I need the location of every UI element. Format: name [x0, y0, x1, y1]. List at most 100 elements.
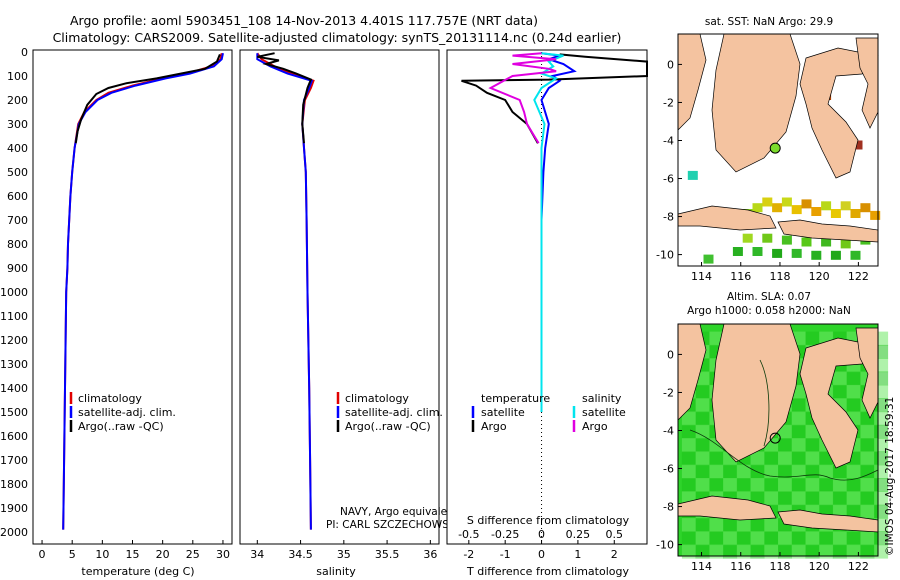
sla-cell — [819, 544, 834, 559]
sst-cell — [732, 247, 743, 256]
sla-land — [677, 323, 879, 533]
legend-label-clim: climatology — [78, 392, 142, 405]
sla-cell — [681, 464, 696, 479]
sla-cell — [723, 544, 738, 559]
sla-cell — [723, 518, 738, 532]
title-line-1: Argo profile: aoml 5903451_108 14-Nov-20… — [70, 13, 538, 28]
sla-cell — [681, 478, 696, 492]
map-x-tick-label: 120 — [809, 560, 830, 573]
map-y-tick-label: -4 — [663, 424, 674, 437]
salinity-axes-box — [239, 49, 440, 545]
sst-cell — [840, 239, 851, 249]
sla-cell — [723, 531, 738, 546]
sst-map-ticks: 114 116 118 120 122 0 -2 -4 -6 -8 -10 — [656, 58, 869, 283]
legend-label-argo: Argo(..raw -QC) — [78, 420, 164, 433]
sst-cell — [821, 201, 832, 211]
x-tick-label: 30 — [216, 548, 230, 561]
map-y-tick-label: -2 — [663, 386, 674, 399]
sla-cell — [791, 451, 806, 466]
legend-temperature-header: temperature — [481, 392, 550, 405]
series-line-salinity-satellite — [533, 52, 564, 412]
sst-cell — [703, 254, 714, 264]
argo-position-marker — [769, 432, 781, 444]
legend-label-t-sat: satellite — [481, 406, 525, 419]
sla-cell — [681, 424, 696, 439]
legend-label-clim: climatology — [345, 392, 409, 405]
legend-label-sat: satellite-adj. clim. — [345, 406, 443, 419]
sla-cell — [695, 438, 710, 453]
sst-cell — [852, 140, 863, 150]
sla-cell — [709, 478, 724, 492]
sla-cell — [791, 478, 806, 492]
series-line-salinity-argo — [488, 52, 557, 144]
sla-cell — [750, 544, 765, 559]
depth-tick-label: 1900 — [0, 502, 28, 515]
sla-cell — [695, 398, 710, 413]
sst-cell — [687, 170, 698, 180]
sst-cell — [811, 250, 822, 260]
depth-tick-label: 400 — [7, 142, 28, 155]
sla-cell — [778, 424, 792, 439]
x-tick-label: 15 — [126, 548, 140, 561]
land-java — [677, 495, 777, 521]
temperature-xlabel: temperature (deg C) — [81, 565, 194, 578]
sla-cell — [778, 531, 792, 546]
salinity-xlabel: salinity — [316, 565, 356, 578]
x-tick-label: 35 — [337, 548, 351, 561]
t-difference-xlabel: T difference from climatology — [466, 565, 629, 578]
map-x-tick-label: 116 — [730, 270, 751, 283]
temperature-series — [62, 52, 224, 530]
depth-tick-label: 1100 — [0, 310, 28, 323]
sla-cell — [750, 518, 765, 532]
depth-tick-label: 1300 — [0, 358, 28, 371]
difference-legend: temperature satellite Argo salinity sate… — [471, 392, 626, 433]
legend-label-s-sat: satellite — [582, 406, 626, 419]
sla-cell — [860, 424, 875, 439]
land-java — [677, 205, 777, 231]
depth-axis: 0 100 200 300 400 500 600 700 800 900 1000 1100 1200… — [0, 46, 451, 539]
sla-cell — [791, 438, 806, 453]
sla-cell — [750, 531, 765, 546]
sla-cell — [832, 384, 847, 399]
sla-cell — [764, 478, 779, 492]
depth-tick-label: 1500 — [0, 406, 28, 419]
sla-cell — [695, 518, 710, 532]
sst-cell — [772, 248, 783, 258]
sla-cell — [764, 518, 779, 532]
difference-series — [461, 52, 648, 412]
sla-cell — [791, 411, 806, 426]
sst-map-title: sat. SST: NaN Argo: 29.9 — [705, 16, 833, 28]
depth-tick-label: 1800 — [0, 478, 28, 491]
sla-cell — [764, 491, 779, 506]
series-line-argo — [257, 52, 313, 144]
sla-cell — [846, 371, 861, 386]
map-y-tick-label: -4 — [663, 134, 674, 147]
sla-cell — [723, 464, 738, 479]
sla-cell — [860, 544, 875, 559]
sla-cell — [805, 464, 820, 479]
sla-cell — [778, 491, 792, 506]
sla-cell — [750, 478, 765, 492]
depth-tick-label: 800 — [7, 238, 28, 251]
sla-map-title-2: Argo h1000: 0.058 h2000: NaN — [687, 305, 851, 317]
sst-cell — [781, 235, 792, 245]
x-tick-label: 35.5 — [375, 548, 400, 561]
sla-cell — [805, 544, 820, 559]
map-y-tick-label: 0 — [667, 348, 674, 361]
sla-cell — [681, 451, 696, 466]
series-line-argo — [74, 54, 221, 144]
sla-cell — [681, 531, 696, 546]
depth-tick-label: 2000 — [0, 526, 28, 539]
s-difference-xlabel: S difference from climatology — [467, 514, 630, 527]
sla-cell — [709, 518, 724, 532]
sst-cell — [762, 233, 773, 243]
t-tick-label: -1 — [500, 548, 511, 561]
sla-cell — [791, 544, 806, 559]
sla-cell — [832, 531, 847, 546]
series-line-satellite-adj-clim- — [62, 52, 224, 530]
sla-cell — [805, 424, 820, 439]
x-tick-label: 36 — [423, 548, 437, 561]
sst-cell — [830, 250, 841, 260]
sla-map-title-1: Altim. SLA: 0.07 — [727, 291, 811, 303]
